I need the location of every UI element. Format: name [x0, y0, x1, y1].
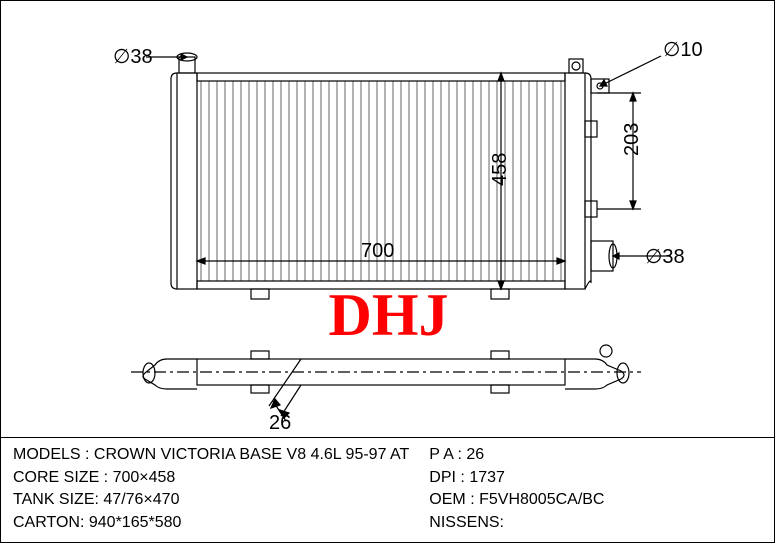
spec-label: CORE SIZE: [13, 469, 99, 486]
spec-label: DPI: [429, 469, 456, 486]
spec-label: NISSENS: [429, 514, 499, 531]
dim-width: 700: [361, 240, 394, 262]
spec-row: CORE SIZE : 700×458: [13, 467, 409, 489]
spec-label: P A: [429, 446, 453, 463]
spec-row: MODELS : CROWN VICTORIA BASE V8 4.6L 95-…: [13, 444, 409, 466]
dim-bolt-dia: ∅10: [663, 39, 703, 61]
spec-value: CROWN VICTORIA BASE V8 4.6L 95-97 AT: [94, 446, 409, 463]
spec-table: MODELS : CROWN VICTORIA BASE V8 4.6L 95-…: [1, 437, 775, 542]
technical-drawing: ∅38 ∅10 ∅38 203 458 700 26: [1, 1, 775, 441]
spec-value: 700×458: [113, 469, 176, 486]
dim-height: 458: [489, 153, 511, 186]
spec-value: 1737: [469, 469, 505, 486]
spec-row: TANK SIZE: 47/76×470: [13, 489, 409, 511]
dim-outlet-dia: ∅38: [645, 246, 685, 268]
spec-row: P A : 26: [429, 444, 764, 466]
spec-row: DPI : 1737: [429, 467, 764, 489]
dim-side-h: 203: [621, 123, 643, 156]
spec-label: OEM: [429, 491, 465, 508]
spec-label: TANK SIZE: [13, 491, 95, 508]
spec-value: 26: [466, 446, 484, 463]
spec-label: CARTON: [13, 514, 80, 531]
dim-inlet-dia: ∅38: [113, 46, 153, 68]
spec-row: CARTON: 940*165*580: [13, 512, 409, 534]
spec-value: F5VH8005CA/BC: [479, 491, 604, 508]
spec-value: 940*165*580: [89, 514, 182, 531]
spec-row: OEM : F5VH8005CA/BC: [429, 489, 764, 511]
spec-label: MODELS: [13, 446, 81, 463]
spec-value: 47/76×470: [103, 491, 179, 508]
spec-row: NISSENS:: [429, 512, 764, 534]
dim-thickness: 26: [269, 412, 291, 434]
